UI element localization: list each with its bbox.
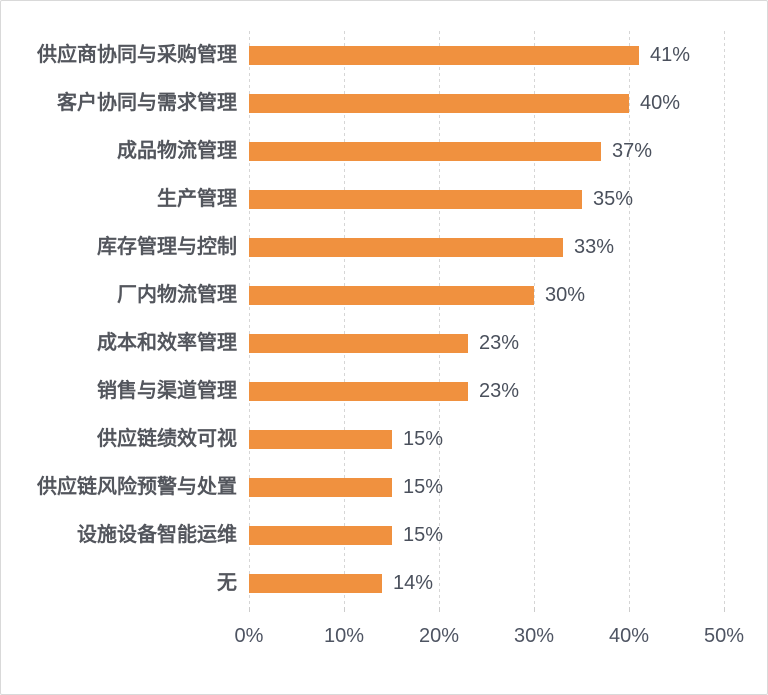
value-label: 40%	[640, 92, 681, 114]
x-tick-label: 40%	[608, 625, 650, 647]
gridline	[249, 31, 250, 607]
value-label: 30%	[545, 284, 586, 306]
x-axis-tick	[724, 607, 725, 612]
category-label: 供应链绩效可视	[97, 428, 237, 450]
x-tick-label: 0%	[234, 625, 264, 647]
gridline	[629, 31, 630, 607]
x-axis-tick	[534, 607, 535, 612]
category-label: 供应商协同与采购管理	[37, 44, 237, 66]
category-label: 设施设备智能运维	[77, 524, 237, 546]
x-tick-label: 50%	[703, 625, 745, 647]
category-label: 客户协同与需求管理	[57, 92, 237, 114]
value-label: 37%	[612, 140, 653, 162]
bar	[249, 574, 382, 593]
bar	[249, 526, 392, 545]
category-label: 供应链风险预警与处置	[37, 476, 237, 498]
gridline	[344, 31, 345, 607]
category-label: 生产管理	[157, 188, 237, 210]
category-label: 厂内物流管理	[117, 284, 237, 306]
category-label: 无	[217, 572, 237, 594]
category-label: 库存管理与控制	[97, 236, 237, 258]
x-tick-label: 30%	[513, 625, 555, 647]
value-label: 15%	[403, 476, 444, 498]
bar	[249, 142, 601, 161]
x-axis-tick	[629, 607, 630, 612]
value-label: 14%	[393, 572, 434, 594]
value-label: 33%	[574, 236, 615, 258]
value-label: 15%	[403, 524, 444, 546]
x-axis-tick	[439, 607, 440, 612]
value-label: 15%	[403, 428, 444, 450]
value-label: 23%	[479, 332, 520, 354]
bar	[249, 190, 582, 209]
bar	[249, 238, 563, 257]
value-label: 41%	[650, 44, 691, 66]
gridline	[439, 31, 440, 607]
bar	[249, 46, 639, 65]
value-label: 23%	[479, 380, 520, 402]
bar	[249, 382, 468, 401]
x-axis-tick	[344, 607, 345, 612]
x-axis-tick	[249, 607, 250, 612]
value-label: 35%	[593, 188, 634, 210]
gridline	[534, 31, 535, 607]
gridline	[724, 31, 725, 607]
bar	[249, 430, 392, 449]
bar	[249, 286, 534, 305]
category-label: 销售与渠道管理	[97, 380, 237, 402]
category-label: 成本和效率管理	[97, 332, 237, 354]
bar	[249, 334, 468, 353]
x-tick-label: 10%	[323, 625, 365, 647]
category-label: 成品物流管理	[117, 140, 237, 162]
bar	[249, 94, 629, 113]
x-tick-label: 20%	[418, 625, 460, 647]
bar	[249, 478, 392, 497]
